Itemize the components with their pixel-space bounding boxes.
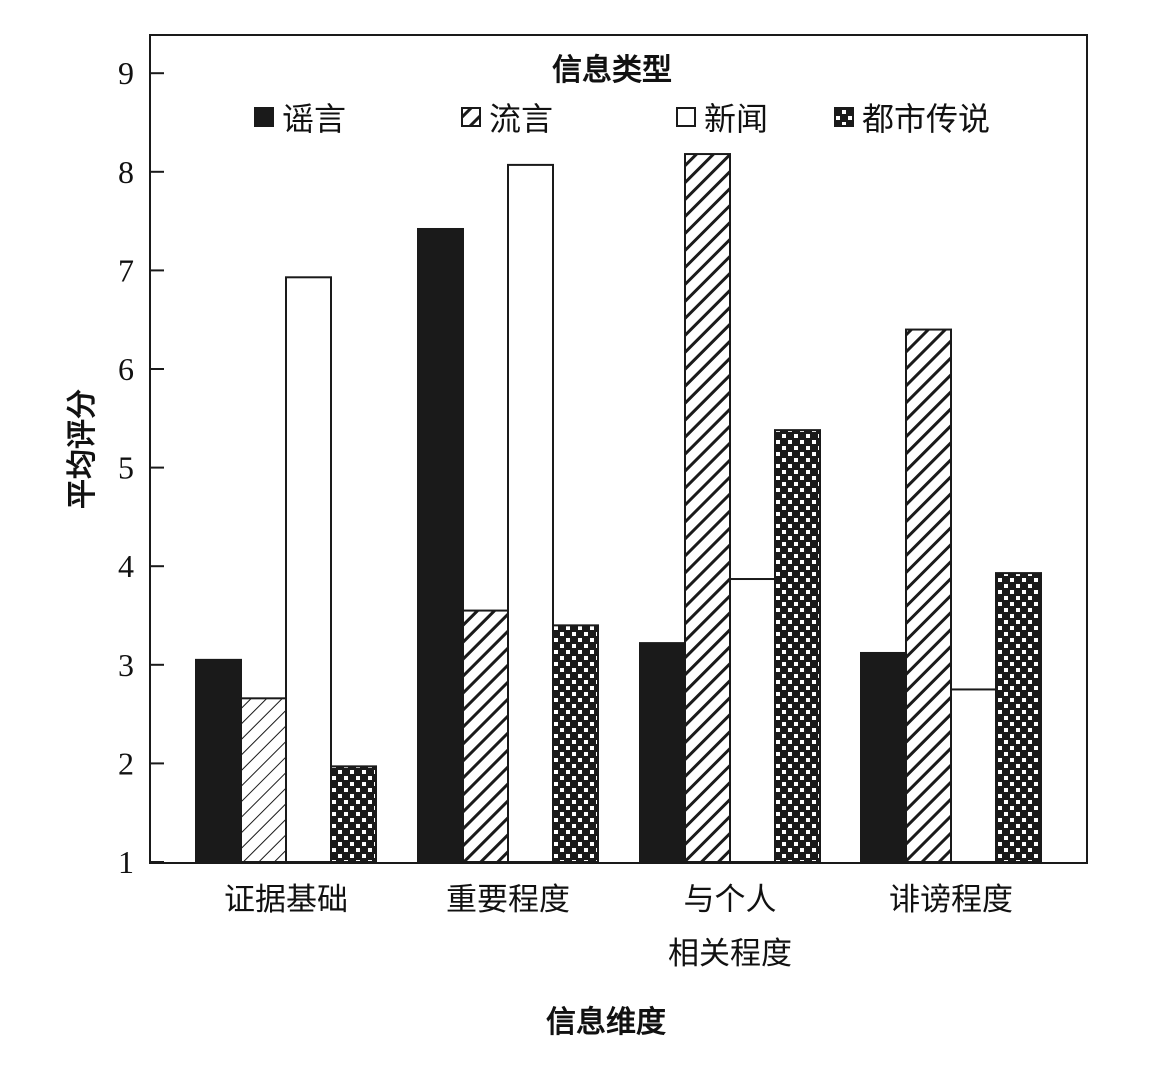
legend: 谣言 流言 新闻 都市传说 bbox=[254, 100, 990, 138]
x-tick-label: 诽谤程度 bbox=[889, 882, 1013, 918]
bar-solid-3 bbox=[639, 642, 686, 863]
bar-white-1 bbox=[285, 276, 332, 863]
y-tick-label: 5 bbox=[118, 450, 134, 486]
bar-white-2 bbox=[507, 163, 554, 863]
bar-solid-2 bbox=[417, 227, 464, 864]
legend-label: 流言 bbox=[489, 100, 553, 138]
x-tick-label: 相关程度 bbox=[668, 936, 792, 972]
legend-swatch-checker bbox=[834, 107, 854, 127]
legend-swatch-solid bbox=[254, 107, 274, 127]
bars bbox=[195, 153, 1042, 864]
y-tick-label: 4 bbox=[118, 548, 134, 584]
y-tick-label: 6 bbox=[118, 351, 134, 387]
x-tick-label: 重要程度 bbox=[446, 882, 570, 918]
legend-label: 都市传说 bbox=[862, 100, 990, 138]
x-tick-label: 证据基础 bbox=[224, 882, 348, 918]
bar-checker-4 bbox=[995, 572, 1042, 863]
x-tick-label: 与个人 bbox=[684, 882, 777, 918]
y-tick-label: 3 bbox=[118, 647, 134, 683]
bar-solid-1 bbox=[195, 658, 242, 863]
bar-diagonal-2 bbox=[462, 609, 509, 863]
plot-frame bbox=[149, 34, 1088, 864]
legend-swatch-white bbox=[676, 107, 696, 127]
y-axis-title: 平均评分 bbox=[65, 389, 100, 509]
bar-diagonal-1 bbox=[240, 697, 287, 863]
bar-checker-1 bbox=[330, 765, 377, 863]
x-axis-title: 信息维度 bbox=[546, 1005, 666, 1040]
y-axis: 1 2 3 4 5 6 7 8 9 bbox=[118, 55, 164, 880]
bar-diagonal-4 bbox=[905, 328, 952, 863]
legend-label: 新闻 bbox=[704, 100, 768, 138]
y-tick-label: 1 bbox=[118, 844, 134, 880]
bar-solid-4 bbox=[860, 651, 907, 864]
y-tick-label: 9 bbox=[118, 55, 134, 91]
bar-white-4 bbox=[950, 688, 997, 864]
y-tick-label: 8 bbox=[118, 154, 134, 190]
y-tick-label: 7 bbox=[118, 252, 134, 288]
bar-checker-3 bbox=[774, 429, 821, 863]
legend-swatch-diagonal bbox=[461, 107, 481, 127]
bar-white-3 bbox=[729, 578, 776, 863]
legend-title: 信息类型 bbox=[552, 53, 672, 88]
bar-checker-2 bbox=[552, 624, 599, 863]
legend-label: 谣言 bbox=[282, 100, 346, 138]
y-tick-label: 2 bbox=[118, 745, 134, 781]
bar-diagonal-3 bbox=[684, 153, 731, 863]
